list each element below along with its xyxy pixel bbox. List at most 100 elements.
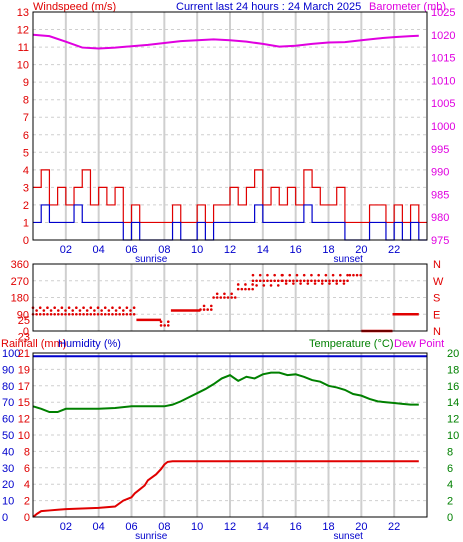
rainfall-axis-title: Rainfall (mm) [1, 338, 66, 350]
sunset-label: sunset [333, 531, 363, 542]
windspeed-axis-title: Windspeed (m/s) [33, 1, 116, 13]
rainfall-tick-17: 17 [18, 381, 30, 393]
temperature-tick-14: 14 [447, 397, 459, 409]
barometer-tick-975: 975 [431, 235, 449, 247]
series-line-speed [33, 204, 427, 241]
x-tick-label-04: 04 [93, 244, 105, 256]
direction-point [121, 312, 125, 316]
direction-point [310, 279, 313, 283]
windspeed-tick-7: 7 [23, 112, 29, 124]
direction-point [226, 296, 230, 299]
x-tick-label-20: 20 [355, 521, 367, 533]
humidity-tick-20: 20 [2, 479, 14, 491]
direction-point [132, 312, 136, 316]
humidity-tick-40: 40 [2, 446, 14, 458]
rainfall-tick-0: 0 [24, 512, 30, 524]
direction-point [215, 296, 219, 299]
temperature-tick-2: 2 [447, 496, 453, 508]
compass-tick-E-1: E [433, 309, 440, 321]
x-tick-label-22: 22 [388, 244, 400, 256]
direction-point [266, 273, 269, 277]
wind-barometer-plot: 0123456789101112139759809859909951000100… [17, 7, 456, 265]
direction-point [352, 273, 355, 277]
direction-point [49, 309, 53, 312]
direction-point [64, 312, 67, 316]
humidity-tick-30: 30 [2, 463, 14, 475]
direction-point [78, 309, 82, 312]
direction-point [212, 296, 215, 299]
direction-point [42, 312, 46, 316]
direction-point [251, 287, 254, 291]
x-tick-label-04: 04 [93, 521, 105, 533]
temperature-tick-8: 8 [447, 446, 453, 458]
direction-point [67, 312, 71, 316]
rainfall-tick-23: 23 [18, 332, 30, 344]
x-tick-label-14: 14 [257, 521, 269, 533]
direction-point [346, 273, 349, 277]
direction-point [202, 304, 206, 308]
direction-point [233, 296, 237, 299]
direction-point [284, 282, 288, 285]
direction-point [103, 306, 107, 310]
direction-point [114, 309, 118, 312]
barometer-tick-1005: 1005 [431, 98, 455, 110]
direction-point [78, 312, 82, 316]
direction-point [85, 309, 89, 312]
direction-point [64, 309, 67, 312]
humidity-tick-80: 80 [2, 381, 14, 393]
direction-point [107, 309, 111, 312]
direction-point [324, 273, 328, 277]
direction-point [339, 273, 342, 277]
temperature-tick-20: 20 [447, 348, 459, 360]
direction-point [103, 312, 107, 316]
direction-point [302, 279, 306, 283]
direction-point [262, 284, 266, 287]
barometer-tick-1025: 1025 [431, 7, 455, 19]
x-tick-label-08: 08 [158, 244, 170, 256]
direction-point [118, 312, 121, 316]
barometer-tick-1000: 1000 [431, 121, 455, 133]
series-line-rainfall [32, 460, 419, 518]
series-line-gust [33, 169, 427, 224]
direction-point [93, 312, 96, 316]
windspeed-tick-13: 13 [17, 7, 29, 19]
x-tick-label-16: 16 [290, 521, 302, 533]
rainfall-tick-8: 8 [24, 446, 30, 458]
barometer-tick-995: 995 [431, 144, 449, 156]
x-tick-label-02: 02 [60, 521, 72, 533]
direction-point [129, 309, 132, 312]
direction-point [209, 308, 213, 311]
direction-point [276, 284, 280, 287]
direction-point [313, 279, 317, 283]
direction-point [209, 304, 213, 308]
barometer-tick-1020: 1020 [431, 30, 455, 42]
x-tick-label-16: 16 [290, 244, 302, 256]
direction-point [342, 279, 346, 283]
x-tick-label-22: 22 [388, 521, 400, 533]
humidity-tick-70: 70 [2, 397, 14, 409]
direction-point [100, 309, 103, 312]
direction-point [273, 273, 276, 277]
direction-point [310, 273, 313, 277]
direction-point [49, 312, 53, 316]
direction-point [320, 279, 324, 283]
direction-point [306, 279, 310, 283]
direction-point [244, 283, 247, 286]
direction-tick-0: 0 [23, 326, 29, 338]
barometer-tick-985: 985 [431, 189, 449, 201]
x-tick-label-02: 02 [60, 244, 72, 256]
direction-point [328, 282, 331, 285]
windspeed-tick-5: 5 [23, 147, 29, 159]
temperature-tick-12: 12 [447, 414, 459, 426]
direction-point [236, 287, 240, 291]
direction-point [53, 306, 56, 310]
direction-point [313, 282, 317, 285]
direction-point [251, 279, 255, 283]
direction-point [159, 324, 163, 327]
direction-point [199, 308, 202, 311]
compass-tick-N-4: N [433, 259, 441, 271]
direction-point [111, 306, 114, 310]
direction-point [71, 312, 75, 316]
